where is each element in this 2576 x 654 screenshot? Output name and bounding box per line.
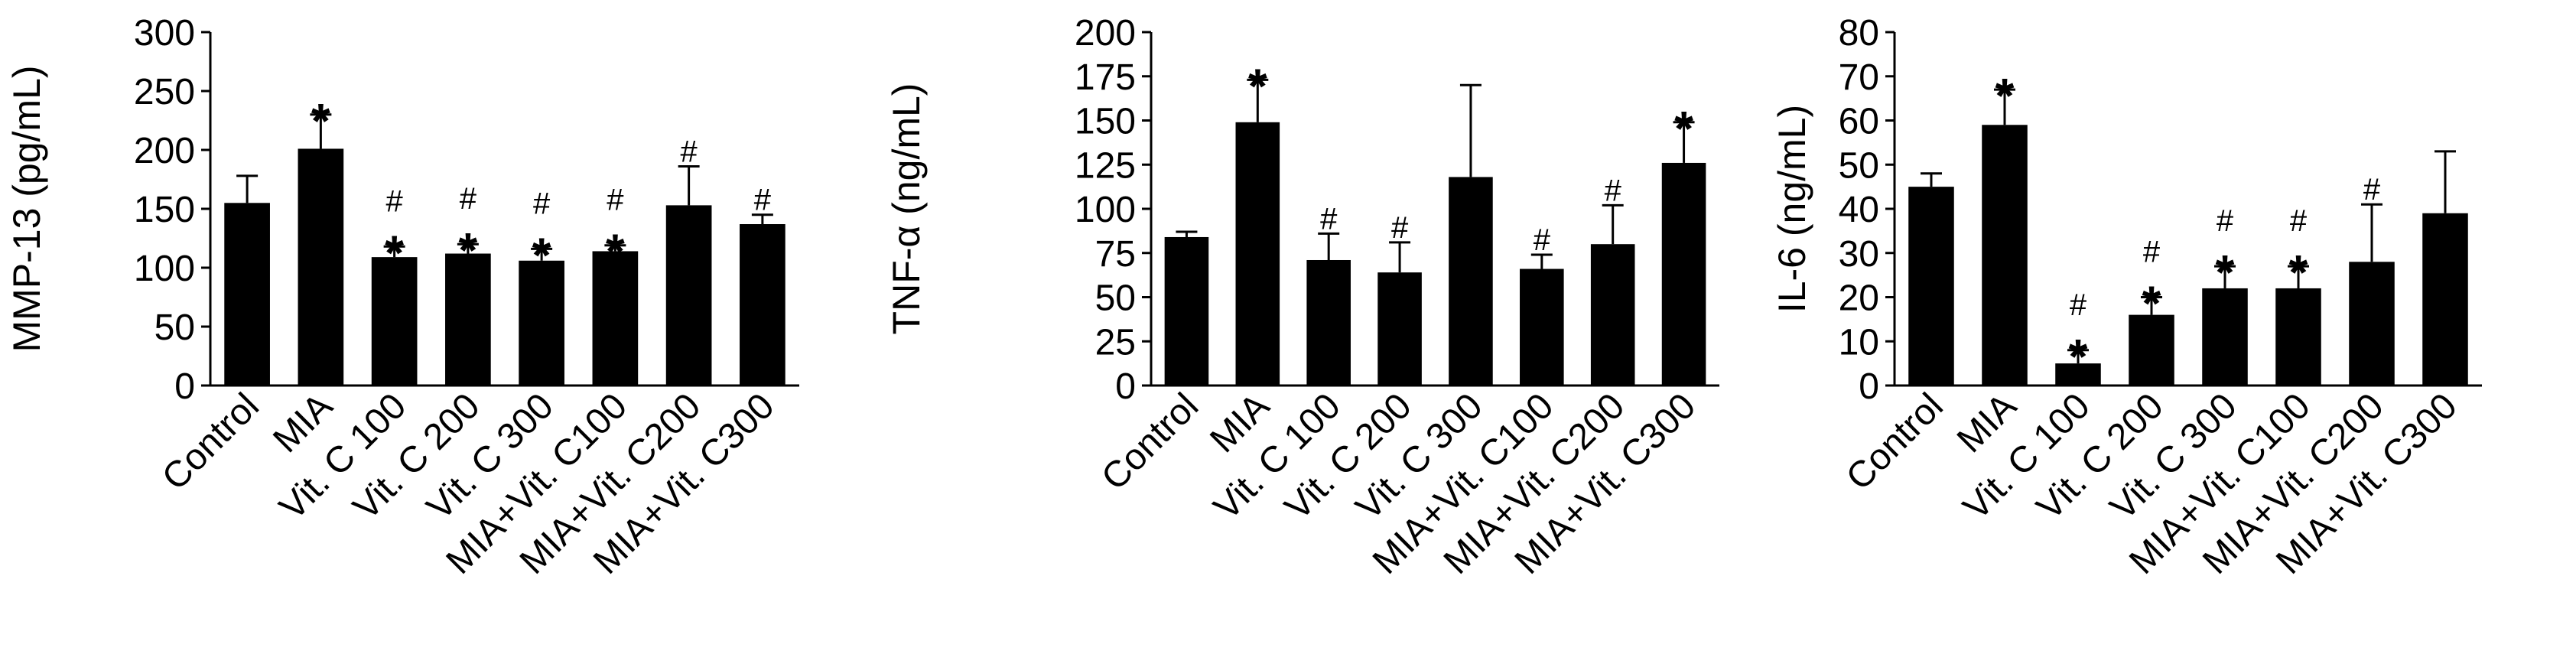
- significance-star: *: [2289, 245, 2308, 300]
- y-tick-label: 60: [1839, 102, 1879, 142]
- bar: [2422, 213, 2468, 386]
- y-axis-label: TNF-α (ng/mL): [885, 83, 928, 335]
- bar: [665, 205, 712, 386]
- significance-star: *: [1995, 68, 2015, 123]
- y-tick-label: 50: [1095, 278, 1136, 319]
- significance-hash: #: [533, 187, 551, 220]
- bar: [2275, 288, 2321, 386]
- significance-hash: #: [1391, 211, 1409, 245]
- y-tick-label: 150: [134, 190, 195, 230]
- y-tick-label: 175: [1075, 57, 1136, 98]
- bar: [1908, 187, 1954, 386]
- y-tick-label: 25: [1095, 322, 1136, 363]
- significance-star: *: [2142, 276, 2161, 331]
- bar: [2129, 314, 2174, 386]
- bar: [445, 253, 491, 386]
- bar: [224, 203, 270, 386]
- significance-hash: #: [386, 184, 404, 218]
- y-tick-label: 125: [1075, 145, 1136, 186]
- bar: [1982, 125, 2028, 386]
- significance-star: *: [385, 225, 404, 280]
- bar: [1377, 272, 1422, 386]
- significance-star: *: [311, 93, 330, 148]
- bar: [1449, 177, 1493, 386]
- significance-star: *: [606, 224, 625, 279]
- y-tick-label: 250: [134, 72, 195, 112]
- y-tick-label: 200: [1075, 13, 1136, 54]
- significance-hash: #: [681, 135, 698, 169]
- chart-panel-1: 0 50 100 150 200 250 300 MMP-13 (pg/mL) Control *…: [5, 13, 799, 582]
- y-axis-label: MMP-13 (pg/mL): [5, 65, 48, 352]
- y-tick-label: 10: [1839, 322, 1879, 363]
- bar: [2349, 262, 2395, 386]
- significance-star: *: [2216, 245, 2235, 300]
- significance-hash: #: [754, 184, 772, 217]
- significance-hash: #: [1605, 174, 1622, 207]
- bar: [1235, 122, 1280, 386]
- y-tick-label: 50: [154, 307, 195, 348]
- significance-star: *: [1248, 58, 1267, 113]
- bar: [519, 260, 564, 386]
- bar: [1306, 259, 1351, 386]
- significance-hash: #: [2363, 173, 2381, 207]
- y-tick-label: 0: [174, 366, 195, 407]
- x-category-label: Control: [1839, 386, 1951, 498]
- bar: [298, 148, 344, 386]
- y-tick-label: 75: [1095, 234, 1136, 275]
- significance-hash: #: [2290, 204, 2308, 238]
- significance-hash: #: [1534, 223, 1551, 257]
- y-tick-label: 0: [1115, 366, 1136, 407]
- y-tick-label: 300: [134, 13, 195, 54]
- significance-hash: #: [460, 182, 477, 216]
- bar: [592, 251, 639, 386]
- y-tick-label: 100: [134, 249, 195, 289]
- x-category-label: Control: [1094, 386, 1206, 498]
- significance-star: *: [458, 223, 477, 278]
- significance-hash: #: [2070, 288, 2087, 322]
- y-tick-label: 150: [1075, 102, 1136, 142]
- x-category-label: Control: [154, 386, 267, 498]
- y-tick-label: 100: [1075, 190, 1136, 230]
- y-tick-label: 30: [1839, 234, 1879, 275]
- significance-hash: #: [607, 184, 624, 217]
- significance-star: *: [1674, 101, 1693, 156]
- bar: [1164, 236, 1209, 386]
- bar: [1590, 244, 1635, 386]
- y-tick-label: 0: [1859, 366, 1879, 407]
- y-tick-label: 50: [1839, 145, 1879, 186]
- y-tick-label: 80: [1839, 13, 1879, 54]
- bar: [1661, 162, 1706, 386]
- bar: [740, 224, 785, 386]
- significance-hash: #: [2217, 204, 2234, 238]
- y-tick-label: 70: [1839, 57, 1879, 98]
- significance-hash: #: [2143, 236, 2161, 269]
- y-tick-label: 200: [134, 131, 195, 171]
- significance-star: *: [2069, 329, 2088, 384]
- bar: [2055, 363, 2101, 386]
- y-tick-label: 20: [1839, 278, 1879, 319]
- bar: [1520, 268, 1564, 386]
- y-tick-label: 40: [1839, 190, 1879, 230]
- bar: [2202, 288, 2248, 386]
- significance-hash: #: [1320, 202, 1338, 236]
- y-axis-label: IL-6 (ng/mL): [1771, 105, 1813, 313]
- significance-star: *: [532, 227, 551, 282]
- bar: [371, 257, 418, 386]
